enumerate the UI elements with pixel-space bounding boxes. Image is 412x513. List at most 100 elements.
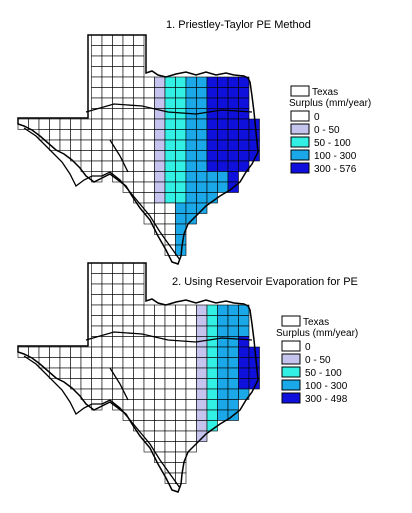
county-cell (133, 399, 145, 411)
county-cell (217, 399, 229, 411)
county-cell (112, 336, 124, 348)
county-cell (164, 378, 176, 390)
county-cell (133, 55, 145, 67)
county-cell (122, 346, 134, 358)
county-cell (101, 273, 113, 285)
county-cell (206, 171, 218, 183)
county-cell (91, 315, 103, 327)
county-cell (122, 45, 134, 57)
county-cell (185, 388, 197, 400)
county-cell (227, 150, 239, 162)
county-cell (196, 129, 208, 141)
legend-swatch (290, 110, 310, 122)
county-cell (101, 294, 113, 306)
county-cell (227, 171, 239, 183)
legend-label: 0 (314, 112, 320, 123)
county-cell (133, 336, 145, 348)
county-cell (143, 409, 155, 421)
county-cell (80, 160, 92, 172)
county-cell (49, 346, 61, 358)
county-cell (91, 55, 103, 67)
county-cell (227, 160, 239, 172)
county-cell (122, 129, 134, 141)
map-panel-1: 1. Priestley-Taylor PE Method Texas Surp… (17, 19, 371, 265)
county-cell (133, 367, 145, 379)
texas-map-2 (17, 262, 260, 493)
county-cell (112, 45, 124, 57)
county-cell (196, 118, 208, 130)
county-cell (206, 108, 218, 120)
county-cell (185, 325, 197, 337)
county-cell (164, 139, 176, 151)
county-cell (238, 150, 250, 162)
county-cell (101, 118, 113, 130)
legend-swatch (281, 353, 301, 365)
county-cell (112, 76, 124, 88)
map-title-1: 1. Priestley-Taylor PE Method (166, 19, 311, 31)
county-cell (217, 378, 229, 390)
county-cell (112, 139, 124, 151)
county-cell (91, 325, 103, 337)
county-cell (154, 409, 166, 421)
county-cell (133, 160, 145, 172)
county-cell (91, 139, 103, 151)
county-cell (143, 367, 155, 379)
county-cell (175, 213, 187, 225)
county-cell (217, 367, 229, 379)
river-lines-2 (23, 331, 253, 489)
county-cell (185, 192, 197, 204)
county-cell (206, 160, 218, 172)
county-cell (122, 294, 134, 306)
county-cell (175, 129, 187, 141)
legend-label: 300 - 576 (314, 164, 357, 175)
county-cell (122, 399, 134, 411)
county-cell (175, 181, 187, 193)
county-cell (59, 357, 71, 369)
county-cell (238, 139, 250, 151)
county-cell (143, 118, 155, 130)
county-cell (164, 367, 176, 379)
county-cell (164, 118, 176, 130)
county-cell (164, 304, 176, 316)
county-cell (154, 388, 166, 400)
county-cell (70, 139, 82, 151)
county-cell (185, 346, 197, 358)
county-cell (227, 129, 239, 141)
river-lines-1 (23, 103, 253, 261)
county-cell (112, 262, 124, 274)
county-cell (154, 139, 166, 151)
county-cell (238, 325, 250, 337)
county-cell (175, 409, 187, 421)
county-cell (122, 304, 134, 316)
county-cell (238, 97, 250, 109)
county-cell (122, 325, 134, 337)
county-cell (133, 378, 145, 390)
county-cell (196, 388, 208, 400)
county-cell (206, 129, 218, 141)
county-cell (122, 66, 134, 78)
county-cell (217, 304, 229, 316)
county-cell (175, 441, 187, 453)
county-cell (238, 160, 250, 172)
county-cell (206, 139, 218, 151)
county-cell (175, 171, 187, 183)
county-cell (38, 129, 50, 141)
texas-outline-1 (17, 34, 259, 265)
county-cell (185, 202, 197, 214)
county-cell (227, 97, 239, 109)
county-cell (122, 171, 134, 183)
county-cell (80, 129, 92, 141)
county-cell (122, 34, 134, 46)
county-cell (91, 304, 103, 316)
legend-texas-swatch-2 (281, 315, 301, 327)
county-cell (154, 430, 166, 442)
county-cell (143, 192, 155, 204)
county-cell (164, 441, 176, 453)
county-cell (175, 304, 187, 316)
county-cell (164, 150, 176, 162)
county-cell (133, 315, 145, 327)
county-cell (122, 108, 134, 120)
county-cell (206, 346, 218, 358)
county-cell (143, 129, 155, 141)
